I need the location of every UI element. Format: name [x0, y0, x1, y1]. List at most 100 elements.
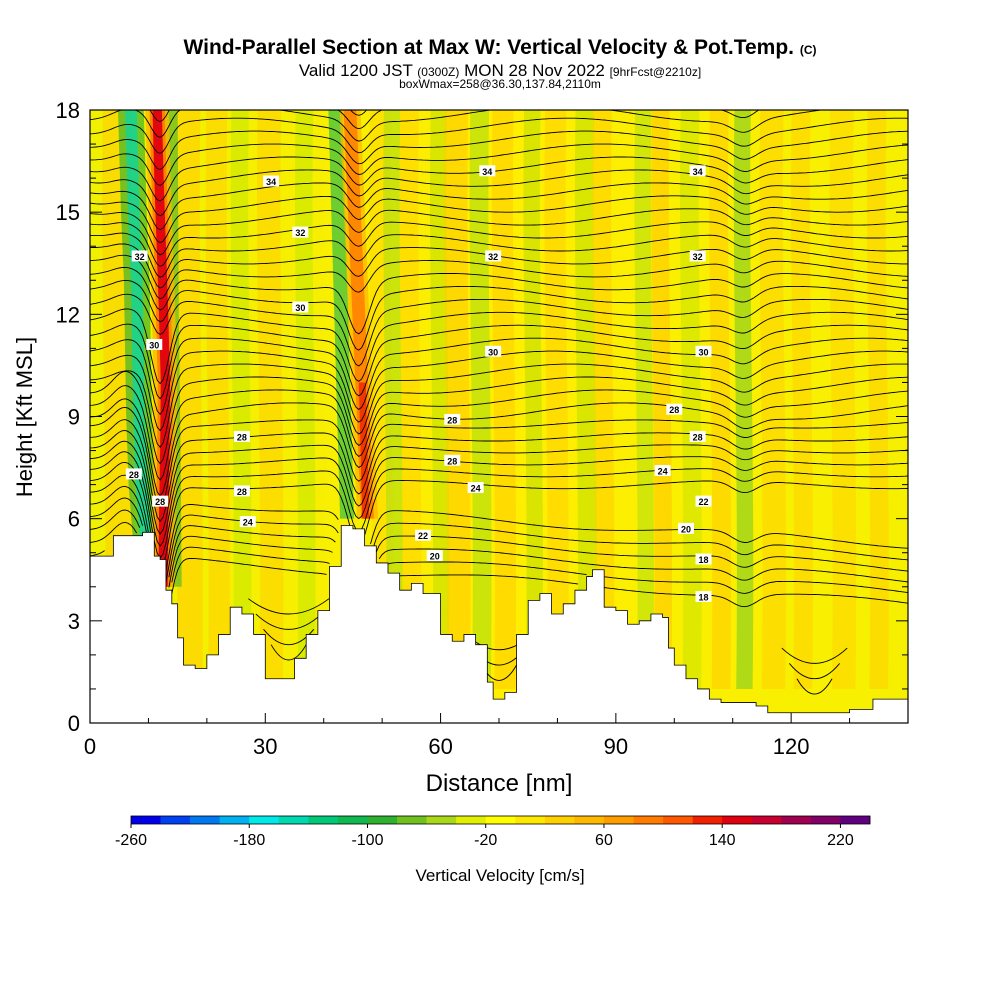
colorbar-tick-label: 140 — [709, 832, 736, 849]
colorbar-swatch — [603, 816, 634, 824]
y-tick-label: 3 — [68, 609, 80, 634]
contour-label-box — [233, 485, 250, 497]
x-tick-label: 0 — [84, 734, 96, 759]
theta-contour — [90, 451, 908, 559]
contour-label: 28 — [152, 495, 169, 507]
colorbar: -260 -180 -100 -20 60 140 220 — [115, 815, 871, 849]
contour-label-text: 24 — [243, 518, 253, 528]
contour-label-text: 32 — [693, 252, 703, 262]
contour-label-text: 28 — [237, 432, 247, 442]
colorbar-swatch — [781, 816, 812, 824]
contour-label-box — [479, 165, 496, 177]
contour-label-text: 28 — [447, 415, 457, 425]
y-axis-label: Height [Kft MSL] — [12, 337, 37, 497]
contour-label-text: 34 — [693, 167, 703, 177]
theta-contour — [90, 419, 908, 523]
contour-label: 28 — [444, 454, 461, 466]
contour-label-box — [131, 250, 148, 262]
velocity-band — [544, 110, 569, 689]
contour-label-box — [695, 590, 712, 602]
contour-label-box — [415, 529, 432, 541]
colorbar-swatch — [515, 816, 546, 824]
contour-label-box — [444, 454, 461, 466]
contour-label: 34 — [479, 165, 496, 177]
contour-label: 32 — [485, 250, 502, 262]
contour-label-box — [689, 250, 706, 262]
velocity-band — [294, 110, 316, 689]
contour-label-text: 22 — [418, 531, 428, 541]
theta-contour — [796, 678, 833, 695]
theta-contour — [90, 440, 908, 547]
theta-contour — [90, 308, 908, 385]
colorbar-tick-label: -20 — [474, 832, 497, 849]
colorbar-swatch — [751, 816, 782, 824]
contour-label: 30 — [485, 345, 502, 357]
theta-contour — [90, 323, 908, 400]
contour-label: 28 — [125, 468, 142, 480]
x-tick-label: 120 — [773, 734, 810, 759]
contour-label: 24 — [239, 516, 256, 528]
colorbar-swatch — [663, 816, 693, 824]
colorbar-tick-label: 220 — [827, 832, 854, 849]
colorbar-tick-label: 60 — [595, 832, 613, 849]
contour-label-text: 30 — [488, 347, 498, 357]
contour-label-text: 28 — [129, 470, 139, 480]
contour-label-box — [666, 403, 683, 415]
downdraft-plume — [328, 110, 355, 519]
theta-contour — [90, 363, 908, 448]
colorbar-swatch — [249, 816, 280, 824]
contour-label-box — [695, 345, 712, 357]
contour-label: 20 — [426, 550, 443, 562]
contour-label: 18 — [695, 553, 712, 565]
contour-label: 18 — [695, 590, 712, 602]
contour-label-text: 30 — [698, 347, 708, 357]
theta-contour — [90, 337, 908, 416]
theta-contour — [90, 117, 908, 154]
copyright-mark: (C) — [799, 43, 817, 57]
theta-contour — [789, 663, 840, 679]
x-tick-label: 60 — [428, 734, 452, 759]
contour-label-box — [125, 468, 142, 480]
velocity-band — [759, 110, 786, 689]
velocity-band — [399, 110, 422, 689]
theta-contour — [248, 598, 330, 615]
chart-title: Wind-Parallel Section at Max W: Vertical… — [183, 36, 817, 59]
theta-contour — [90, 221, 908, 267]
velocity-band — [443, 110, 471, 689]
contour-labels: 34 34 34 32 32 32 32 30 30 30 30 28 28 28 28 28 28 28 28 24… — [125, 165, 712, 602]
contour-label-box — [263, 175, 280, 187]
x-axis-label: Distance [nm] — [426, 770, 573, 797]
theta-contour — [90, 521, 908, 594]
contour-label: 24 — [654, 464, 671, 476]
contour-label-box — [677, 522, 694, 534]
theta-contour — [90, 232, 908, 278]
y-tick-label: 12 — [56, 302, 80, 327]
colorbar-swatch — [337, 816, 368, 824]
colorbar-swatch — [190, 816, 220, 824]
contour-label: 28 — [689, 430, 706, 442]
contour-label: 22 — [415, 529, 432, 541]
velocity-band — [791, 110, 813, 689]
contour-label-box — [152, 495, 169, 507]
theta-contour — [90, 156, 908, 202]
contour-label: 30 — [292, 301, 309, 313]
colorbar-swatch — [692, 816, 723, 824]
contour-label-box — [444, 413, 461, 425]
theta-contour — [90, 208, 908, 256]
contour-label: 32 — [689, 250, 706, 262]
theta-contour — [255, 613, 322, 630]
velocity-band — [523, 110, 543, 689]
contour-label: 28 — [666, 403, 683, 415]
contour-label: 28 — [233, 485, 250, 497]
chart-subtitle: Valid 1200 JST (0300Z) MON 28 Nov 2022 [… — [298, 61, 702, 80]
contour-label-text: 28 — [155, 497, 165, 507]
velocity-band — [634, 110, 654, 689]
contour-label-box — [485, 345, 502, 357]
contour-label-text: 28 — [447, 456, 457, 466]
contour-label-text: 32 — [135, 252, 145, 262]
theta-contour — [90, 195, 908, 244]
colorbar-swatch — [574, 816, 605, 824]
theta-contour — [90, 398, 908, 497]
chart-box-info: boxWmax=258@36.30,137.84,2110m — [399, 77, 601, 91]
terrain-profile — [89, 525, 909, 724]
